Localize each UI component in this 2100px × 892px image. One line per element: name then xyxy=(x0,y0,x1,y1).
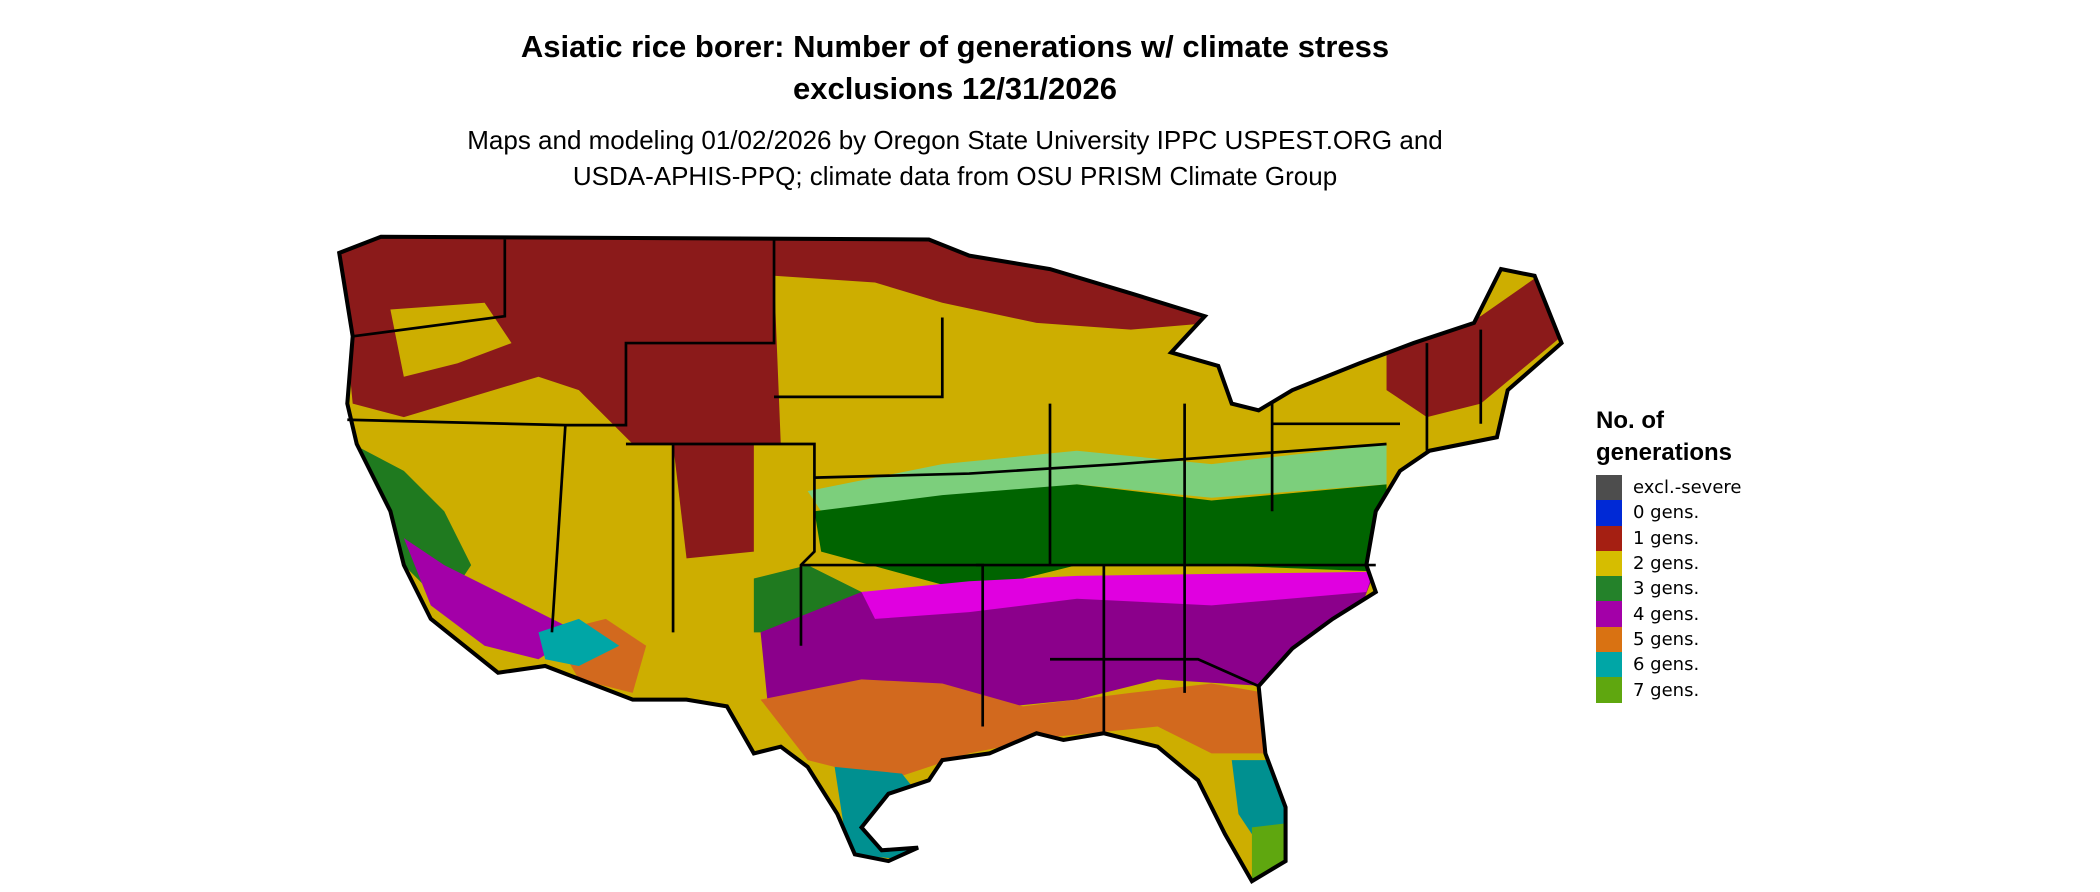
legend-item: 4 gens. xyxy=(1596,601,1741,627)
legend-label: 5 gens. xyxy=(1633,628,1700,650)
legend-label: 2 gens. xyxy=(1633,553,1700,575)
region-2-gens-idaho xyxy=(390,302,512,377)
legend-label: 3 gens. xyxy=(1633,578,1700,600)
region-4-gens-light xyxy=(861,571,1374,619)
subtitle-line-2: USDA-APHIS-PPQ; climate data from OSU PR… xyxy=(572,161,1338,191)
legend-item: 7 gens. xyxy=(1596,677,1741,703)
legend-swatch xyxy=(1596,525,1622,551)
region-1-gens-rockies xyxy=(673,443,754,559)
title-line-2: exclusions 12/31/2026 xyxy=(792,71,1117,106)
legend-swatch xyxy=(1596,475,1622,501)
legend-swatch xyxy=(1596,500,1622,526)
legend-title: No. of generations xyxy=(1596,405,1741,469)
legend-item: 0 gens. xyxy=(1596,500,1741,526)
region-4-gens-west xyxy=(403,538,579,660)
legend-swatch xyxy=(1596,576,1622,602)
legend-swatch xyxy=(1596,677,1622,703)
map-title: Asiatic rice borer: Number of generation… xyxy=(0,26,1910,110)
title-line-1: Asiatic rice borer: Number of generation… xyxy=(520,29,1390,64)
legend-label: 4 gens. xyxy=(1633,603,1700,625)
legend-item: 6 gens. xyxy=(1596,652,1741,678)
legend-label: excl.-severe xyxy=(1633,477,1742,499)
legend-title-line-2: generations xyxy=(1596,439,1733,466)
state-boundaries xyxy=(339,237,1561,881)
legend: No. of generations excl.-severe 0 gens. 1 … xyxy=(1596,405,1741,703)
legend-label: 6 gens. xyxy=(1633,654,1700,676)
region-1-gens-northeast xyxy=(1386,269,1562,418)
legend-label: 1 gens. xyxy=(1633,527,1700,549)
legend-swatch xyxy=(1596,550,1622,577)
subtitle-line-1: Maps and modeling 01/02/2026 by Oregon S… xyxy=(467,125,1443,155)
legend-item: 1 gens. xyxy=(1596,525,1741,551)
legend-swatch xyxy=(1596,601,1622,627)
legend-label: 7 gens. xyxy=(1633,679,1700,701)
legend-item: 5 gens. xyxy=(1596,626,1741,653)
region-3-gens-texas xyxy=(753,565,862,633)
legend-swatch xyxy=(1596,652,1622,678)
legend-item: excl.-severe xyxy=(1596,475,1742,501)
legend-title-line-1: No. of xyxy=(1596,407,1664,434)
legend-label: 0 gens. xyxy=(1633,502,1700,524)
legend-item: 3 gens. xyxy=(1596,576,1741,602)
legend-swatch xyxy=(1596,626,1622,653)
legend-item: 2 gens. xyxy=(1596,550,1741,577)
region-5-gens xyxy=(760,679,1273,781)
map-subtitle: Maps and modeling 01/02/2026 by Oregon S… xyxy=(0,122,1910,194)
region-6-gens-az xyxy=(538,618,620,666)
